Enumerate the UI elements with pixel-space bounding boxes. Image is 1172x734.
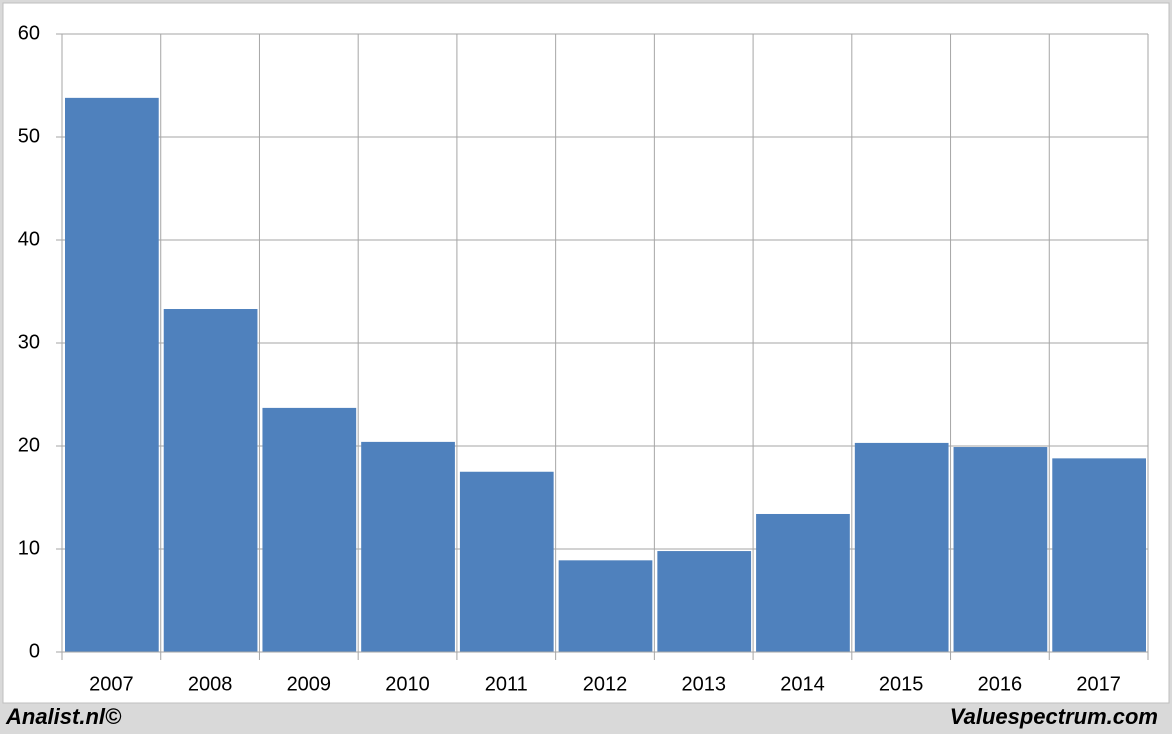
y-tick-label: 30 [18, 331, 40, 353]
x-tick-label: 2011 [485, 673, 528, 695]
x-tick-label: 2007 [89, 673, 134, 695]
bar [953, 447, 1048, 652]
x-tick-label: 2012 [583, 673, 628, 695]
bar [558, 560, 653, 652]
x-tick-label: 2017 [1076, 673, 1121, 695]
bar [163, 309, 258, 652]
y-tick-label: 10 [18, 537, 40, 559]
bar [262, 407, 357, 652]
x-tick-label: 2013 [681, 673, 726, 695]
bar [756, 513, 850, 652]
bar [854, 442, 949, 652]
x-tick-label: 2014 [780, 673, 825, 695]
y-tick-label: 0 [29, 640, 40, 662]
bar [65, 97, 159, 653]
bar [1052, 458, 1146, 652]
footer-right: Valuespectrum.com [950, 704, 1158, 729]
x-tick-label: 2010 [385, 673, 430, 695]
y-tick-label: 60 [18, 22, 40, 44]
y-tick-label: 40 [18, 228, 40, 250]
footer-left: Analist.nl© [5, 704, 122, 729]
x-tick-label: 2008 [188, 673, 233, 695]
x-tick-label: 2009 [287, 673, 332, 695]
y-tick-label: 20 [18, 434, 40, 456]
bar [361, 441, 455, 652]
x-tick-label: 2015 [879, 673, 924, 695]
y-tick-label: 50 [18, 125, 40, 147]
bar [657, 551, 752, 652]
bar [459, 471, 554, 652]
x-tick-label: 2016 [978, 673, 1023, 695]
